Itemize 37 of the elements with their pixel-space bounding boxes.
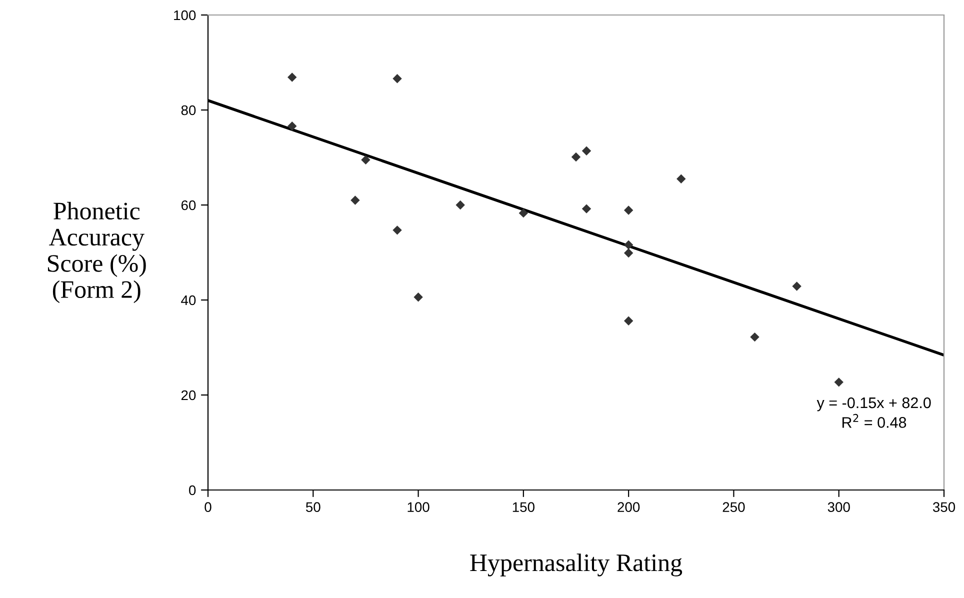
x-tick-label: 250	[722, 502, 745, 512]
point	[361, 155, 370, 164]
y-tick-label: 20	[181, 390, 196, 400]
point	[624, 316, 634, 326]
point	[414, 292, 423, 302]
x-tick-label: 350	[932, 502, 956, 512]
y-tick-label: 60	[181, 200, 196, 210]
point	[582, 146, 592, 156]
y-tick-label: 100	[174, 10, 196, 20]
x-tick-label: 200	[618, 502, 640, 512]
x-axis-title: Hypernasality Rating	[470, 554, 682, 576]
x-tick-label: 300	[828, 502, 850, 512]
point	[750, 332, 760, 342]
x-tick-label: 150	[512, 502, 534, 512]
point	[624, 240, 634, 250]
x-tick-label: 50	[306, 502, 320, 512]
point	[392, 74, 402, 84]
point	[288, 122, 297, 131]
annotation: y = -0.15x + 82.0 R$^{2}$ = 0.48	[816, 397, 931, 428]
y-tick-label: 40	[181, 295, 196, 306]
x-tick-label: 100	[408, 502, 430, 512]
point	[624, 248, 634, 258]
point	[350, 196, 360, 205]
point	[624, 206, 634, 215]
y-tick-label: 0	[189, 485, 196, 496]
y-axis-title: Phonetic Accuracy Score (%) (Form 2)	[48, 202, 146, 304]
y-tick-label: 80	[181, 105, 196, 116]
point	[834, 378, 844, 387]
point	[792, 282, 802, 291]
point	[392, 226, 402, 235]
point	[571, 152, 581, 162]
point	[288, 72, 297, 82]
point	[456, 200, 465, 210]
point	[676, 174, 686, 184]
x-tick-label: 0	[204, 502, 212, 512]
point	[582, 204, 592, 214]
point	[518, 208, 528, 218]
